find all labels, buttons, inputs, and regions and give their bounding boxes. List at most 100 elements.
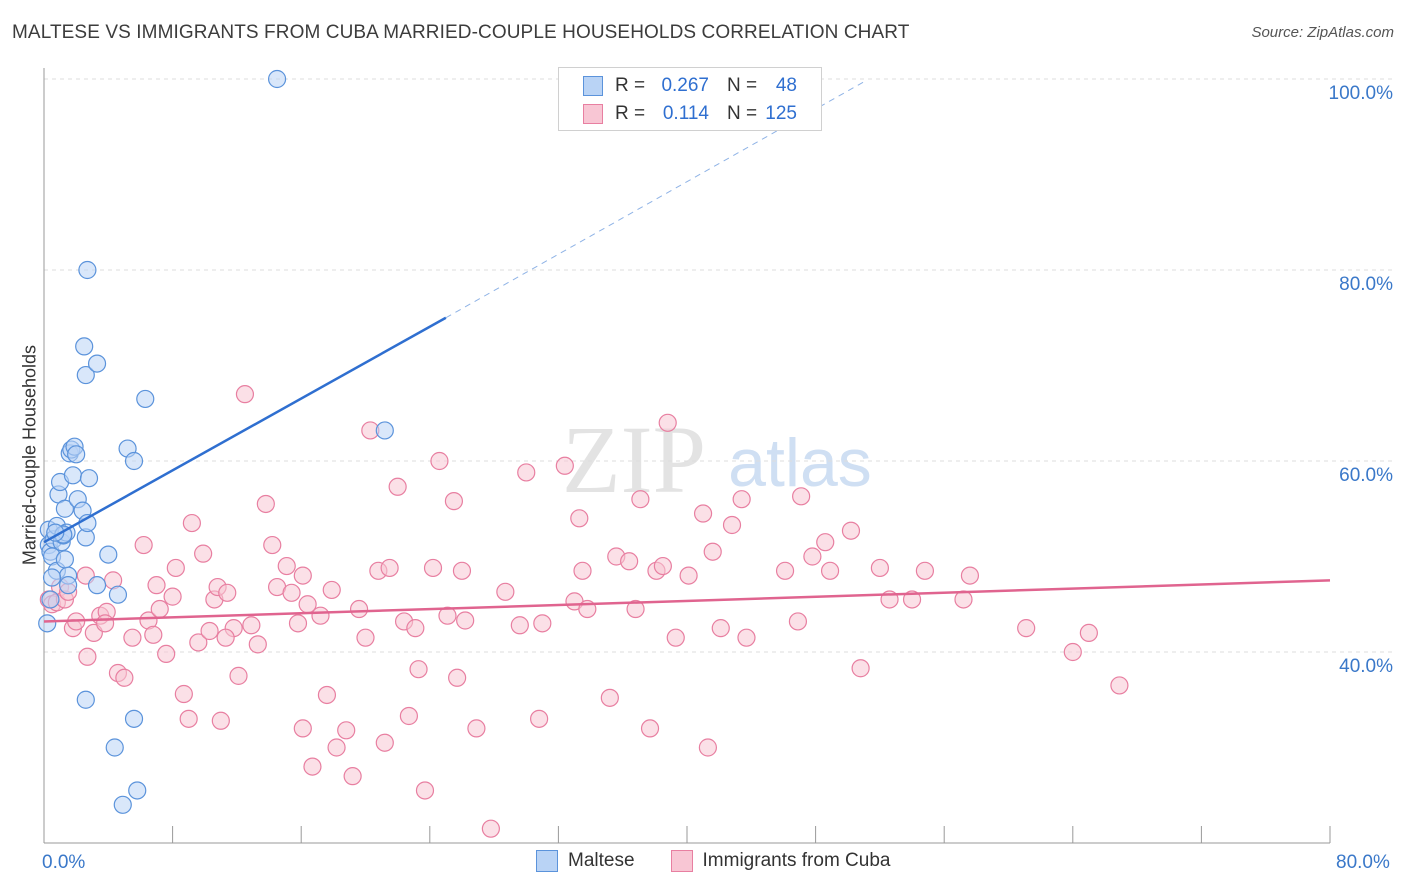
cuba-point [115, 668, 134, 687]
cuba-point [870, 558, 890, 578]
cuba-point [775, 561, 795, 580]
n-value: 125 [765, 103, 797, 124]
maltese-legend-swatch [536, 850, 558, 872]
legend-item-maltese[interactable]: Maltese [536, 850, 635, 872]
cuba-point [248, 635, 267, 654]
cuba-point [399, 706, 419, 726]
maltese-point [87, 576, 107, 595]
n-label: N = [727, 103, 758, 124]
cuba-point [406, 619, 425, 638]
cuba-point [820, 561, 840, 580]
cuba-point [456, 611, 475, 630]
cuba-legend-label: Immigrants from Cuba [702, 850, 891, 871]
maltese-point [124, 451, 144, 471]
maltese-point [76, 690, 95, 709]
cuba-point [189, 633, 208, 652]
series-legend: Maltese Immigrants from Cuba [536, 850, 926, 872]
y-tick-label: 80.0% [1339, 274, 1393, 295]
cuba-point [166, 558, 185, 578]
maltese-point [63, 466, 83, 485]
trendlines [43, 81, 1331, 623]
r-value: 0.114 [662, 103, 709, 124]
cuba-point [530, 709, 549, 728]
cuba-point [467, 719, 486, 738]
cuba-point [229, 666, 248, 685]
cuba-point [150, 599, 169, 619]
cuba-point [256, 494, 275, 514]
axes [43, 68, 1331, 844]
maltese-trendline [43, 316, 447, 544]
cuba-point [216, 628, 235, 647]
y-tick-label: 40.0% [1339, 656, 1393, 677]
cuba-trendline [43, 579, 1331, 623]
cuba-point [430, 451, 449, 471]
cuba-point [1063, 642, 1082, 662]
cuba-point [698, 738, 717, 757]
n-label: N = [727, 75, 758, 96]
r-label: R = [615, 103, 646, 124]
cuba-point [517, 463, 536, 482]
maltese-point [76, 365, 95, 385]
cuba-point [322, 580, 341, 600]
cuba-point [200, 621, 219, 641]
cuba-point [533, 614, 552, 633]
cuba-point [282, 583, 301, 602]
cuba-point [711, 619, 730, 638]
gridlines [44, 78, 1394, 653]
y-tick-label: 60.0% [1339, 465, 1393, 486]
cuba-point [409, 660, 428, 679]
cuba-point [327, 738, 346, 757]
cuba-point [679, 566, 698, 585]
series-maltese [38, 69, 394, 814]
cuba-point [277, 556, 296, 576]
r-label: R = [615, 75, 646, 96]
cuba-point [703, 542, 722, 561]
series-cuba [39, 385, 1129, 838]
maltese-swatch [583, 76, 603, 96]
cuba-point [666, 628, 685, 647]
maltese-point [67, 445, 86, 464]
cuba-point [841, 521, 861, 540]
cuba-point [380, 558, 399, 578]
cuba-point [317, 685, 337, 705]
cuba-point [375, 733, 394, 752]
cuba-point [242, 616, 261, 635]
cuba-point [95, 614, 115, 633]
n-value: 48 [775, 75, 797, 96]
cuba-point [722, 515, 742, 535]
cuba-point [792, 487, 811, 506]
cuba-point [960, 566, 980, 585]
legend-item-cuba[interactable]: Immigrants from Cuba [670, 850, 891, 872]
cuba-point [179, 709, 198, 728]
cuba-point [481, 819, 500, 838]
cuba-point [570, 509, 589, 528]
cuba-point [915, 561, 935, 580]
cuba-swatch [583, 104, 603, 124]
cuba-point [144, 625, 163, 644]
cuba-point [78, 647, 97, 666]
cuba-point [1110, 676, 1129, 695]
cuba-point [573, 561, 592, 580]
stats-legend: R = 0.267 N = 48 R = 0.114 N = 125 [558, 67, 822, 131]
maltese-point [42, 568, 62, 587]
maltese-point [136, 389, 155, 409]
maltese-point [59, 576, 78, 595]
cuba-point [954, 590, 973, 609]
cuba-point [788, 612, 808, 631]
legend-row-cuba: R = 0.114 N = 125 [583, 101, 797, 127]
maltese-point [108, 585, 128, 604]
cuba-point [732, 490, 751, 509]
cuba-point [163, 587, 182, 606]
cuba-point [218, 583, 237, 602]
cuba-point [658, 413, 677, 432]
cuba-point [194, 544, 213, 563]
y-axis-label: Married-couple Households [19, 344, 40, 566]
cuba-point [1017, 619, 1036, 638]
maltese-point [55, 499, 74, 518]
cuba-point [1079, 623, 1098, 643]
maltese-point [99, 545, 118, 564]
x-tick-max: 80.0% [1336, 852, 1390, 873]
maltese-point [79, 469, 99, 488]
chart-title: MALTESE VS IMMIGRANTS FROM CUBA MARRIED-… [12, 22, 910, 43]
